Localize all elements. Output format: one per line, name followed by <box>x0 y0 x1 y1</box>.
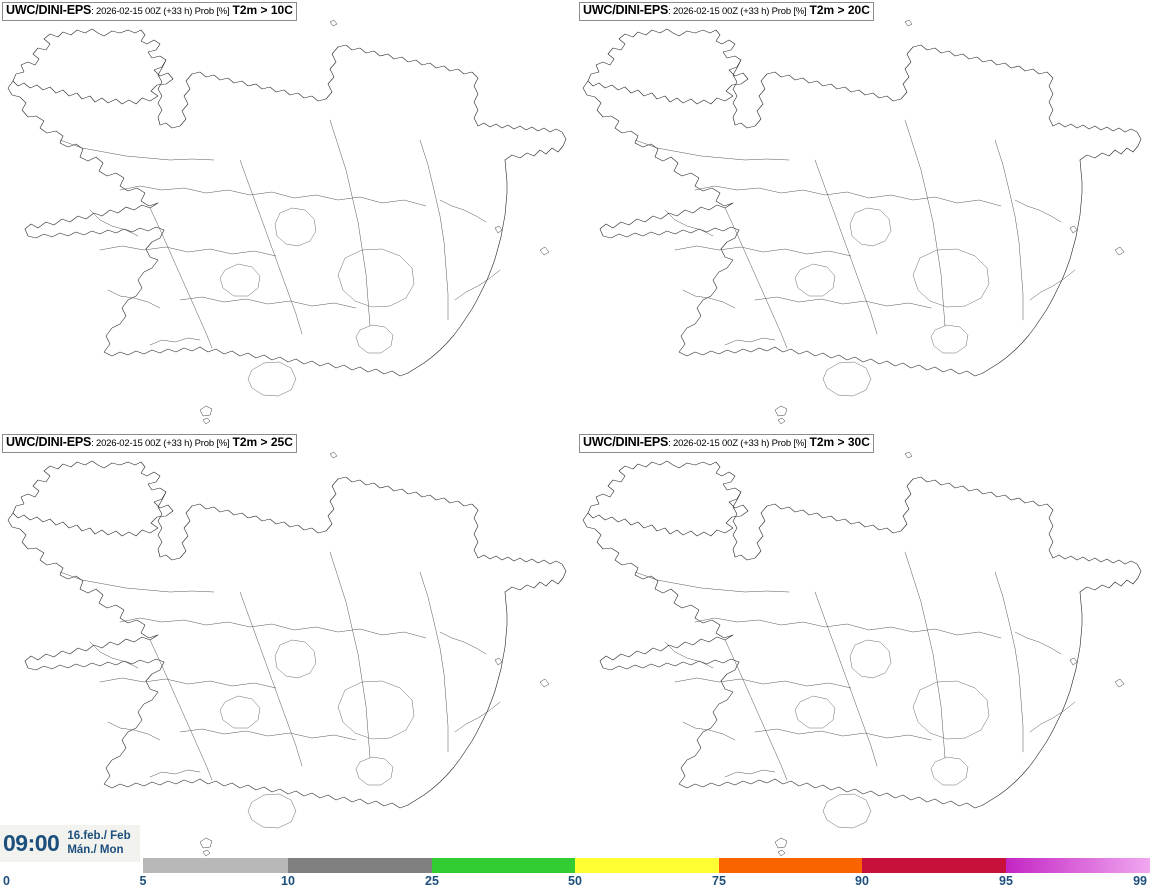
colorbar-tick-50: 50 <box>568 874 582 888</box>
valid-time-block: 09:00 16.feb./ Feb Mán./ Mon <box>0 825 140 862</box>
colorbar-segment-50-75 <box>575 858 719 873</box>
colorbar-tick-99: 99 <box>1133 874 1147 888</box>
panel-run-label: : 2026-02-15 00Z (+33 h) Prob [%] <box>91 6 230 17</box>
panel-run-label: : 2026-02-15 00Z (+33 h) Prob [%] <box>668 6 807 17</box>
colorbar-tick-25: 25 <box>425 874 439 888</box>
colorbar-segment-90-95 <box>862 858 1006 873</box>
panel-title-t2m-20c: UWC/DINI-EPS: 2026-02-15 00Z (+33 h) Pro… <box>579 2 874 21</box>
map-panel-t2m-10c[interactable]: UWC/DINI-EPS: 2026-02-15 00Z (+33 h) Pro… <box>0 0 575 432</box>
valid-time-value: 09:00 <box>3 830 60 856</box>
panel-model-label: UWC/DINI-EPS <box>6 435 92 449</box>
panel-title-t2m-10c: UWC/DINI-EPS: 2026-02-15 00Z (+33 h) Pro… <box>2 2 297 21</box>
valid-date-line1: 16.feb./ Feb <box>67 829 131 842</box>
colorbar-tick-90: 90 <box>855 874 869 888</box>
map-panel-t2m-25c[interactable]: UWC/DINI-EPS: 2026-02-15 00Z (+33 h) Pro… <box>0 432 575 864</box>
panel-variable-label: T2m > 20C <box>809 3 870 17</box>
panel-title-t2m-25c: UWC/DINI-EPS: 2026-02-15 00Z (+33 h) Pro… <box>2 434 297 453</box>
panel-variable-label: T2m > 10C <box>232 3 293 17</box>
panel-model-label: UWC/DINI-EPS <box>583 3 669 17</box>
panel-variable-label: T2m > 30C <box>809 435 870 449</box>
probability-colorbar <box>143 858 1150 873</box>
colorbar-segment-95-99 <box>1006 858 1150 873</box>
map-panel-t2m-30c[interactable]: UWC/DINI-EPS: 2026-02-15 00Z (+33 h) Pro… <box>575 432 1150 864</box>
probability-colorbar-wrap: 0 5 10 25 50 75 90 95 99 <box>0 858 1150 891</box>
panel-run-label: : 2026-02-15 00Z (+33 h) Prob [%] <box>91 438 230 449</box>
iceland-map-t2m-20c <box>575 0 1150 432</box>
colorbar-segment-75-90 <box>719 858 862 873</box>
colorbar-tick-75: 75 <box>712 874 726 888</box>
panel-variable-label: T2m > 25C <box>232 435 293 449</box>
colorbar-segment-10-25 <box>288 858 432 873</box>
panel-run-label: : 2026-02-15 00Z (+33 h) Prob [%] <box>668 438 807 449</box>
colorbar-segment-25-50 <box>432 858 575 873</box>
colorbar-tick-95: 95 <box>999 874 1013 888</box>
valid-date-block: 16.feb./ Feb Mán./ Mon <box>67 830 130 857</box>
panel-title-t2m-30c: UWC/DINI-EPS: 2026-02-15 00Z (+33 h) Pro… <box>579 434 874 453</box>
map-panel-grid: UWC/DINI-EPS: 2026-02-15 00Z (+33 h) Pro… <box>0 0 1150 864</box>
colorbar-tick-labels: 0 5 10 25 50 75 90 95 99 <box>0 874 1150 891</box>
panel-model-label: UWC/DINI-EPS <box>6 3 92 17</box>
colorbar-tick-10: 10 <box>281 874 295 888</box>
iceland-map-t2m-25c <box>0 432 575 864</box>
footer-legend: 09:00 16.feb./ Feb Mán./ Mon 0 5 10 25 50 75 9… <box>0 825 1150 891</box>
valid-date-line2: Mán./ Mon <box>67 843 124 856</box>
iceland-map-t2m-30c <box>575 432 1150 864</box>
map-panel-t2m-20c[interactable]: UWC/DINI-EPS: 2026-02-15 00Z (+33 h) Pro… <box>575 0 1150 432</box>
iceland-map-t2m-10c <box>0 0 575 432</box>
colorbar-segment-5-10 <box>143 858 288 873</box>
panel-model-label: UWC/DINI-EPS <box>583 435 669 449</box>
colorbar-tick-5: 5 <box>139 874 147 888</box>
colorbar-tick-0: 0 <box>3 874 10 888</box>
